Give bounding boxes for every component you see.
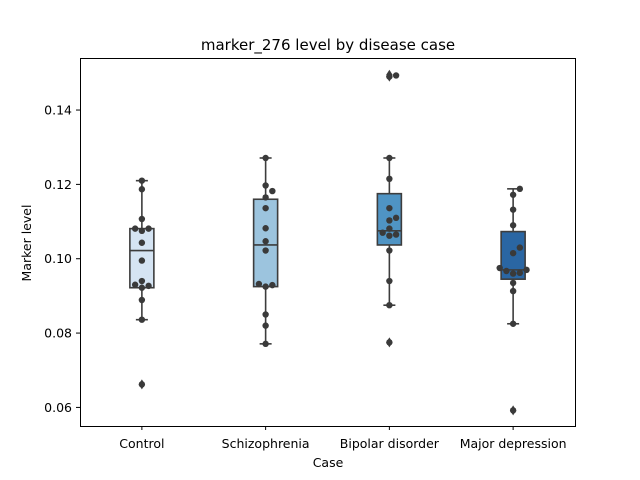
- y-tick-label: 0.10: [44, 251, 72, 266]
- data-point: [386, 217, 393, 224]
- x-tick-label: Schizophrenia: [222, 436, 310, 451]
- data-point: [138, 177, 146, 184]
- data-point: [386, 277, 393, 285]
- data-point: [269, 281, 276, 289]
- data-point: [392, 72, 400, 79]
- data-point: [386, 154, 393, 162]
- data-point: [262, 225, 269, 232]
- data-point: [262, 194, 269, 201]
- x-tick-label: Control: [119, 436, 164, 451]
- data-point: [386, 73, 393, 80]
- x-tick-label: Bipolar disorder: [340, 436, 440, 451]
- data-point: [138, 186, 146, 193]
- data-point: [262, 182, 269, 189]
- data-point: [138, 381, 146, 388]
- chart-title: marker_276 level by disease case: [201, 36, 455, 55]
- data-point: [138, 284, 146, 291]
- swarm-group: [255, 154, 276, 348]
- data-point: [509, 249, 517, 257]
- data-point: [262, 322, 269, 329]
- data-point: [509, 191, 517, 198]
- data-point: [138, 316, 146, 323]
- y-tick-label: 0.12: [44, 177, 72, 192]
- data-point: [262, 340, 269, 348]
- data-point: [386, 247, 393, 254]
- data-point: [509, 320, 517, 327]
- data-point: [131, 225, 139, 232]
- data-point: [386, 225, 393, 232]
- data-point: [255, 280, 263, 288]
- data-point: [386, 339, 393, 346]
- y-tick-label: 0.08: [44, 326, 72, 341]
- data-point: [386, 204, 393, 212]
- data-point: [503, 267, 510, 275]
- swarm-group: [131, 177, 152, 388]
- data-point: [496, 264, 503, 272]
- data-point: [386, 301, 393, 309]
- data-point: [523, 266, 530, 274]
- y-tick-label: 0.14: [44, 103, 72, 118]
- data-point: [392, 231, 400, 238]
- data-point: [509, 407, 517, 414]
- y-axis: 0.06 0.08 0.10 0.12 0.14: [44, 103, 80, 415]
- data-point: [138, 215, 146, 223]
- plot-frame: [80, 58, 576, 427]
- y-axis-label: Marker level: [19, 205, 34, 282]
- data-point: [386, 232, 393, 239]
- x-axis-label: Case: [313, 455, 344, 470]
- data-point: [262, 238, 269, 245]
- data-point: [386, 175, 393, 183]
- data-point: [262, 283, 269, 290]
- data-point: [145, 282, 152, 290]
- data-point: [269, 187, 276, 195]
- data-point: [392, 214, 400, 222]
- data-point: [509, 279, 517, 287]
- plot-area: [129, 69, 530, 416]
- data-point: [262, 311, 269, 318]
- data-point: [516, 269, 524, 277]
- data-point: [262, 247, 269, 254]
- x-axis: Control Schizophrenia Bipolar disorder Majo…: [119, 426, 567, 451]
- data-point: [138, 227, 146, 235]
- data-point: [138, 239, 146, 246]
- data-point: [509, 270, 517, 277]
- data-point: [138, 277, 146, 285]
- data-point: [138, 257, 146, 264]
- swarm-group: [496, 185, 530, 414]
- swarm-group: [379, 72, 400, 346]
- x-tick-label: Major depression: [460, 436, 567, 451]
- y-tick-label: 0.06: [44, 400, 72, 415]
- data-point: [262, 154, 269, 162]
- data-point: [131, 281, 139, 288]
- data-point: [509, 287, 517, 295]
- data-point: [262, 204, 269, 212]
- data-point: [138, 296, 146, 304]
- data-point: [516, 185, 524, 193]
- data-point: [516, 244, 524, 251]
- data-point: [509, 222, 517, 229]
- data-point: [509, 206, 517, 213]
- data-point: [379, 229, 386, 236]
- data-point: [145, 225, 152, 232]
